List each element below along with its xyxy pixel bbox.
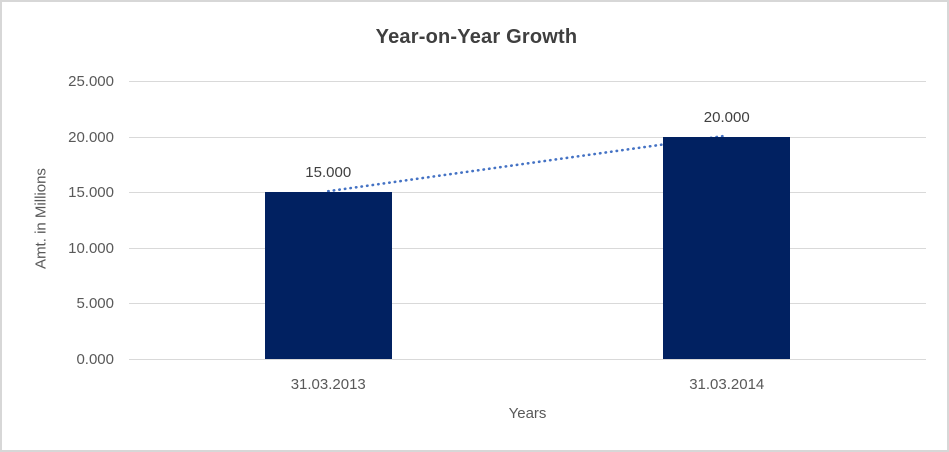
bar [663, 136, 791, 359]
y-tick-label: 0.000 [76, 351, 114, 368]
y-tick-label: 25.000 [68, 73, 114, 90]
bar [264, 192, 392, 359]
y-tick-label: 15.000 [68, 184, 114, 202]
bar-value-label: 20.000 [703, 108, 750, 126]
gridline [129, 247, 926, 249]
gridline [129, 81, 926, 82]
chart-title: Year-on-Year Growth [375, 26, 578, 48]
gridline [129, 136, 926, 138]
y-tick-label: 10.000 [68, 239, 114, 257]
gridline [129, 303, 926, 305]
x-axis-title: Years [508, 405, 547, 422]
plot-area [129, 81, 926, 360]
gridline [129, 359, 926, 360]
y-axis-title: Amt. in Millions [32, 168, 50, 269]
x-category-label: 31.03.2013 [290, 376, 366, 393]
y-tick-label: 5.000 [76, 295, 114, 313]
gridline [129, 192, 926, 194]
x-category-label: 31.03.2014 [689, 376, 765, 393]
bar-value-label: 15.000 [305, 164, 352, 182]
y-tick-label: 20.000 [68, 128, 114, 146]
